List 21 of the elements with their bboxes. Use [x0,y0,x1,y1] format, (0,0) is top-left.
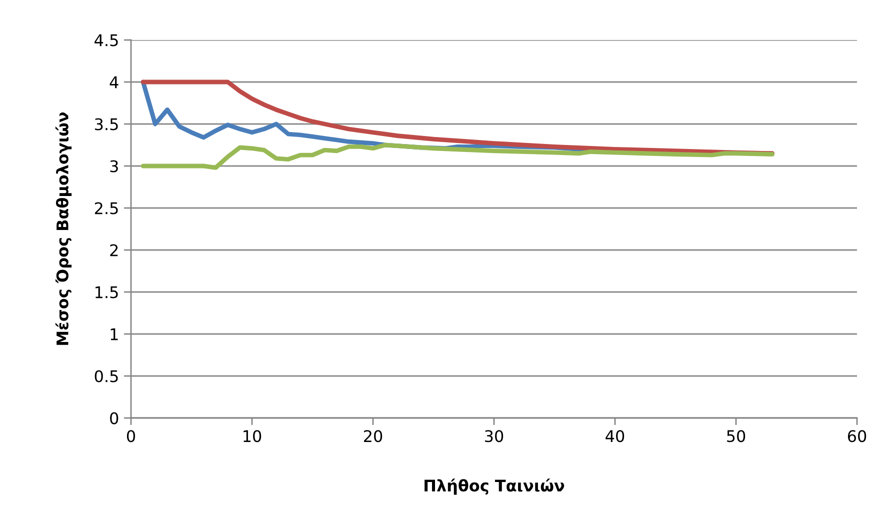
y-tick-label: 0.5 [94,370,118,382]
x-tick-label: 30 [485,430,504,442]
x-tick-label: 0 [126,430,136,442]
y-tick-label: 1 [110,328,118,340]
y-tick-label: 1.5 [96,286,118,298]
y-tick-label: 3 [110,160,118,172]
y-tick-label: 2.5 [94,202,118,214]
x-tick-label: 40 [606,430,624,442]
x-tick-label: 60 [848,430,866,442]
x-tick-label: 20 [364,430,382,442]
y-tick-label: 0 [110,412,118,424]
y-tick-label: 4.5 [94,34,118,46]
line-series [140,142,775,170]
y-tick-label: 4 [110,76,118,88]
y-tick-label: 2 [110,244,118,256]
y-axis-title: Μέσος Όρος Βαθμολογιών [55,112,72,345]
x-axis-title: Πλήθος Ταινιών [424,478,564,495]
x-tick-label: 10 [244,430,262,442]
x-tick-label: 50 [727,430,746,442]
line-series [140,80,775,156]
y-tick-label: 3.5 [95,118,118,130]
